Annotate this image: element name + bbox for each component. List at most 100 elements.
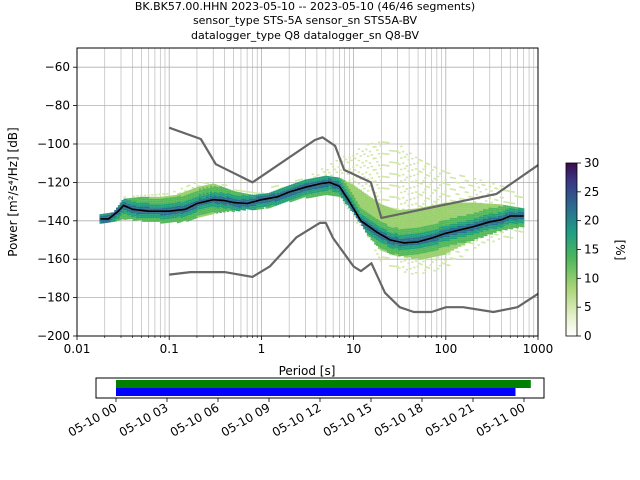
density-cell — [222, 210, 226, 213]
density-cell — [143, 198, 147, 201]
x-tick-label: 0.01 — [64, 342, 91, 356]
density-cell — [499, 231, 503, 233]
density-cell — [370, 222, 374, 225]
density-cell — [163, 196, 167, 199]
density-cell — [394, 232, 398, 235]
density-cell — [377, 199, 381, 201]
density-cell — [342, 199, 346, 202]
density-cell — [175, 194, 178, 197]
density-cell — [136, 216, 139, 219]
density-cell — [444, 229, 447, 232]
density-cell — [425, 241, 429, 243]
density-cell — [125, 200, 128, 203]
density-cell — [403, 213, 407, 216]
density-cell — [505, 218, 508, 221]
density-cell — [167, 213, 171, 216]
density-cell — [453, 235, 457, 238]
density-cell — [405, 257, 409, 259]
density-cell — [158, 208, 162, 211]
density-cell — [241, 190, 244, 192]
density-cell — [398, 267, 401, 269]
density-cell — [138, 200, 141, 203]
density-cell — [132, 211, 136, 214]
density-cell — [370, 217, 374, 220]
density-cell — [451, 229, 455, 232]
density-cell — [267, 193, 270, 195]
density-cell — [138, 206, 141, 209]
density-cell — [411, 253, 414, 255]
density-cell — [250, 204, 254, 207]
density-cell — [261, 201, 265, 204]
density-cell — [383, 256, 386, 259]
density-cell — [451, 219, 455, 222]
density-cell — [508, 219, 512, 222]
density-cell — [466, 235, 469, 238]
density-cell — [497, 212, 501, 214]
density-cell — [143, 196, 147, 199]
density-cell — [427, 225, 431, 228]
density-cell — [265, 206, 268, 209]
density-cell — [333, 180, 337, 183]
density-cell — [429, 238, 433, 241]
density-cell — [261, 207, 265, 210]
density-cell — [280, 199, 283, 202]
density-cell — [224, 207, 228, 210]
density-cell — [311, 195, 315, 198]
density-cell — [400, 203, 403, 205]
density-cell — [326, 179, 329, 182]
density-cell — [381, 212, 385, 215]
density-cell — [127, 217, 130, 220]
density-cell — [409, 255, 412, 258]
density-cell — [507, 236, 510, 238]
density-cell — [516, 222, 519, 225]
density-cell — [187, 213, 191, 216]
density-cell — [468, 216, 471, 218]
density-cell — [396, 212, 399, 215]
density-cell — [436, 198, 440, 201]
density-cell — [388, 242, 392, 245]
density-cell — [136, 210, 139, 213]
density-cell — [182, 213, 186, 216]
density-cell — [372, 146, 375, 148]
density-cell — [407, 213, 410, 216]
density-cell — [521, 213, 525, 216]
density-cell — [471, 210, 475, 213]
density-cell — [165, 193, 169, 195]
density-cell — [99, 214, 103, 217]
density-cell — [392, 196, 396, 198]
density-cell — [447, 237, 451, 240]
density-cell — [152, 212, 156, 215]
density-cell — [165, 205, 169, 208]
density-cell — [341, 172, 344, 174]
density-cell — [400, 238, 403, 241]
density-cell — [435, 218, 438, 220]
density-cell — [219, 195, 222, 198]
density-cell — [436, 254, 440, 257]
density-cell — [258, 196, 261, 198]
density-cell — [208, 207, 211, 210]
density-cell — [401, 196, 405, 199]
density-cell — [337, 194, 340, 197]
density-cell — [169, 205, 173, 208]
density-cell — [398, 250, 401, 253]
density-cell — [486, 213, 490, 216]
density-cell — [138, 218, 141, 221]
density-cell — [459, 214, 462, 217]
density-cell — [232, 200, 235, 203]
density-cell — [210, 205, 213, 207]
density-cell — [278, 200, 281, 203]
density-cell — [470, 206, 473, 209]
density-cell — [435, 212, 438, 215]
density-cell — [274, 194, 278, 197]
density-cell — [357, 171, 361, 173]
density-cell — [383, 176, 386, 178]
density-cell — [479, 229, 482, 232]
density-cell — [470, 202, 473, 205]
density-cell — [202, 191, 206, 194]
density-cell — [470, 235, 473, 238]
density-cell — [296, 182, 300, 185]
density-cell — [508, 202, 512, 204]
density-cell — [497, 217, 501, 220]
density-cell — [471, 204, 475, 207]
density-cell — [307, 196, 311, 199]
